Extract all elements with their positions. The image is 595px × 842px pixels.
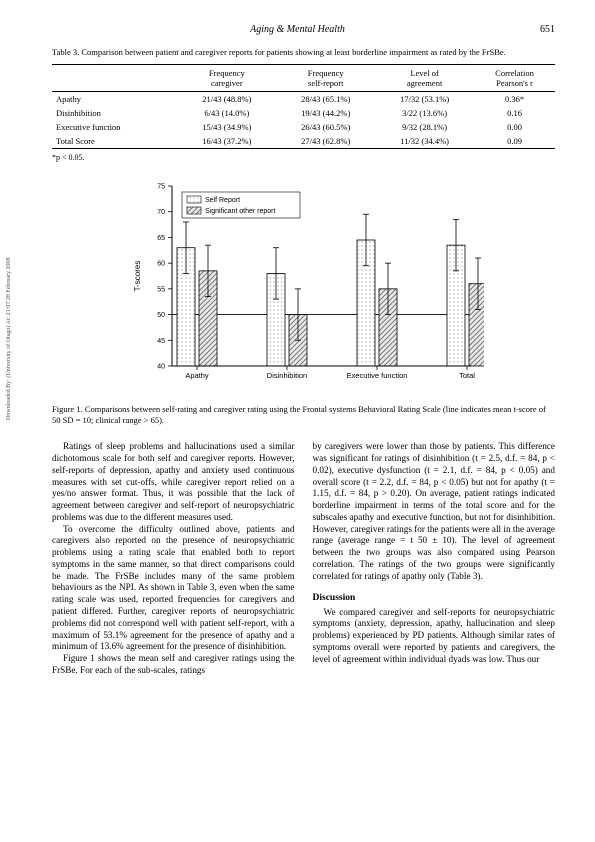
svg-text:Executive function: Executive function (346, 371, 407, 380)
page-number: 651 (540, 24, 555, 35)
table-row: Executive function 15/43 (34.9%) 26/43 (… (52, 120, 555, 134)
body-paragraph: To overcome the difficulty outlined abov… (52, 524, 295, 653)
figure1-caption: Figure 1. Comparisons between self-ratin… (52, 404, 555, 425)
svg-text:T-scores: T-scores (133, 261, 142, 292)
figure1: 40 45 50 55 60 65 70 75 T-scores Apathy Disinhibit… (52, 176, 555, 425)
th-level: Level ofagreement (375, 64, 474, 91)
svg-text:Self Report: Self Report (205, 197, 240, 204)
table-row: Disinhibition 6/43 (14.0%) 19/43 (44.2%)… (52, 106, 555, 120)
th-corr: CorrelationPearson's r (474, 64, 555, 91)
svg-text:45: 45 (157, 338, 165, 345)
table3-footnote: *p < 0.05. (52, 153, 555, 162)
th-freq-self: Frequencyself-report (276, 64, 375, 91)
svg-text:50: 50 (157, 312, 165, 319)
th-blank (52, 64, 177, 91)
right-column: by caregivers were lower than those by p… (313, 441, 556, 676)
discussion-heading: Discussion (313, 592, 556, 604)
svg-text:75: 75 (157, 184, 165, 191)
page-header: Aging & Mental Health 651 (0, 0, 595, 35)
svg-text:65: 65 (157, 235, 165, 242)
table-row: Total Score 16/43 (37.2%) 27/43 (62.8%) … (52, 134, 555, 149)
table3-caption: Table 3. Comparison between patient and … (52, 47, 555, 58)
body-paragraph: Ratings of sleep problems and hallucinat… (52, 441, 295, 523)
svg-text:Apathy: Apathy (185, 371, 209, 380)
table-row: Apathy 21/43 (48.8%) 28/43 (65.1%) 17/32… (52, 92, 555, 107)
left-column: Ratings of sleep problems and hallucinat… (52, 441, 295, 676)
svg-text:Disinhibition: Disinhibition (266, 371, 306, 380)
svg-text:Significant other report: Significant other report (205, 208, 275, 215)
th-freq-caregiver: Frequencycaregiver (177, 64, 276, 91)
svg-text:Total: Total (459, 371, 475, 380)
journal-title: Aging & Mental Health (250, 24, 345, 35)
body-paragraph: We compared caregiver and self-reports f… (313, 607, 556, 666)
body-paragraph: Figure 1 shows the mean self and caregiv… (52, 653, 295, 677)
table3: Frequencycaregiver Frequencyself-report … (52, 64, 555, 149)
svg-text:55: 55 (157, 286, 165, 293)
svg-text:40: 40 (157, 364, 165, 371)
svg-text:70: 70 (157, 209, 165, 216)
download-watermark: Downloaded By: (University of Otago) At:… (6, 258, 12, 420)
figure1-chart: 40 45 50 55 60 65 70 75 T-scores Apathy Disinhibit… (124, 176, 484, 396)
body-paragraph: by caregivers were lower than those by p… (313, 441, 556, 582)
body-text: Ratings of sleep problems and hallucinat… (52, 441, 555, 676)
svg-text:60: 60 (157, 261, 165, 268)
